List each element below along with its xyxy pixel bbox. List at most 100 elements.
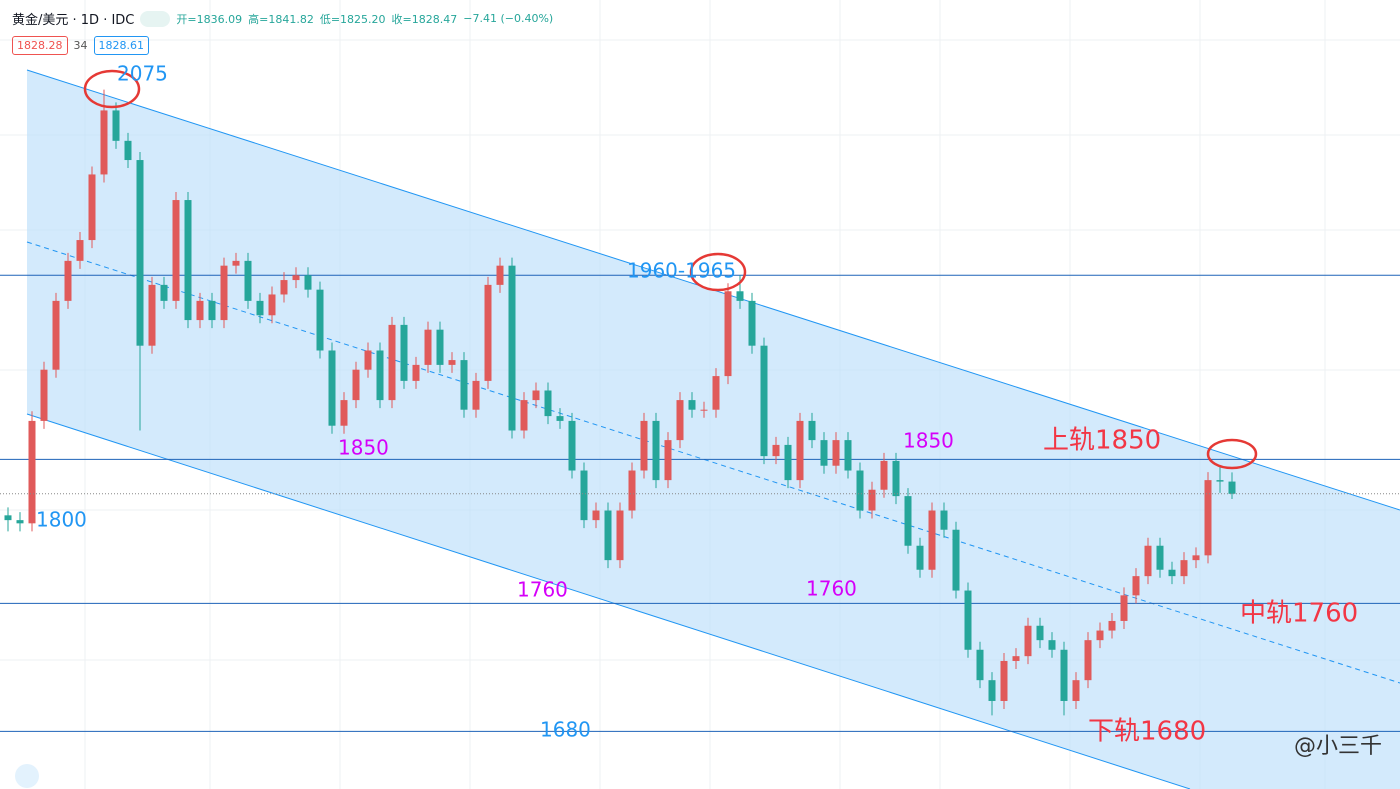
candle-body [76, 240, 84, 261]
spread: 34 [73, 39, 88, 52]
candle-body [1156, 545, 1164, 570]
candle-body [484, 284, 492, 381]
ohlc-change: −7.41 (−0.40%) [463, 12, 554, 25]
ohlc-close: 收=1828.47 [391, 12, 458, 26]
candle-body [400, 324, 408, 381]
candle-body [16, 520, 24, 524]
annotation: 1960-1965 [627, 259, 736, 283]
annotation: 1760 [806, 577, 857, 601]
status[interactable] [140, 10, 171, 27]
candle-body [256, 300, 264, 316]
candle-body [520, 400, 528, 431]
candle-body [148, 284, 156, 346]
candle-body [184, 200, 192, 321]
candle-body [856, 470, 864, 511]
ohlc-high: 高=1841.82 [248, 12, 314, 26]
candle-body [892, 460, 900, 497]
annotation: 1680 [540, 718, 591, 742]
candle-body [868, 489, 876, 511]
highlight [689, 252, 747, 292]
header: 黄金/美元 · 1D · IDC 开=1836.09 高=1841.82 低=1… [12, 9, 553, 28]
candle-body [736, 291, 744, 301]
candle-body [100, 110, 108, 175]
candle-body [1216, 480, 1224, 482]
candle-body [448, 360, 456, 365]
candle-body [928, 510, 936, 570]
buy-button[interactable]: 1828.61 [93, 36, 149, 55]
quote: 1828.28 34 1828.61 [12, 36, 149, 55]
candle-body [64, 260, 72, 301]
candle-body [724, 291, 732, 377]
candle-body [844, 440, 852, 471]
candle-body [1072, 680, 1080, 701]
candle-body [772, 444, 780, 457]
candle-body [160, 284, 168, 301]
ohlc-open: 开=1836.09 [176, 12, 243, 26]
channel-lower [26, 413, 1191, 789]
annotation: 中轨1760 [1240, 599, 1358, 629]
candle-body [676, 400, 684, 441]
ohlc-low: 低=1825.20 [319, 12, 386, 26]
candle-body [544, 390, 552, 417]
candle-body [988, 680, 996, 701]
annotation: 上轨1850 [1043, 426, 1161, 456]
candle-body [916, 545, 924, 570]
candle-body [640, 420, 648, 471]
candle-body [1120, 595, 1128, 621]
candle-body [700, 409, 708, 411]
annotation: 下轨1680 [1088, 717, 1206, 747]
channel-middle [26, 241, 1400, 684]
watermark: @小三千 [1293, 734, 1382, 759]
candle-body [1132, 576, 1140, 596]
candle-body [1012, 656, 1020, 661]
sell-button[interactable]: 1828.28 [12, 36, 68, 55]
candle-body [40, 369, 48, 421]
candle-body [388, 324, 396, 401]
candle-body [820, 440, 828, 466]
candle-body [808, 420, 816, 441]
candle-body [688, 400, 696, 410]
candle-body [136, 160, 144, 346]
annotation: 1850 [338, 436, 389, 460]
candle-body [472, 380, 480, 410]
candle-body [292, 275, 300, 281]
candle-body [976, 649, 984, 681]
candle-body [628, 470, 636, 511]
candle-body [880, 460, 888, 490]
candle-body [436, 329, 444, 365]
candle-body [964, 590, 972, 650]
candle-body [364, 350, 372, 370]
annotation: 1760 [517, 578, 568, 602]
candle-body [712, 376, 720, 410]
candle-body [1084, 640, 1092, 681]
candle-body [112, 110, 120, 141]
candle-body [664, 440, 672, 481]
candle-body [784, 444, 792, 481]
candle-body [556, 416, 564, 421]
candle-body [508, 265, 516, 431]
channel-fill [27, 70, 1400, 789]
candle-body [208, 300, 216, 321]
candle-body [196, 300, 204, 321]
candle-body [232, 260, 240, 266]
candle-body [940, 510, 948, 530]
candle-body [412, 364, 420, 381]
annotations: 2075 1800 1960-1965 1850 1850 1760 1760 1680 上轨1… [36, 62, 1358, 747]
highlight [1206, 438, 1258, 470]
candle-body [1048, 640, 1056, 650]
candle-body [304, 275, 312, 290]
highlight [83, 69, 141, 109]
levels [0, 274, 1400, 732]
candle-body [52, 300, 60, 370]
candle-body [1204, 480, 1212, 556]
candle-body [244, 260, 252, 301]
candle-body [328, 350, 336, 426]
candles [0, 89, 1400, 716]
annotation: 2075 [117, 62, 168, 86]
candle-body [748, 300, 756, 346]
candle-body [124, 140, 132, 161]
candle-body [580, 470, 588, 521]
candle-body [604, 510, 612, 561]
